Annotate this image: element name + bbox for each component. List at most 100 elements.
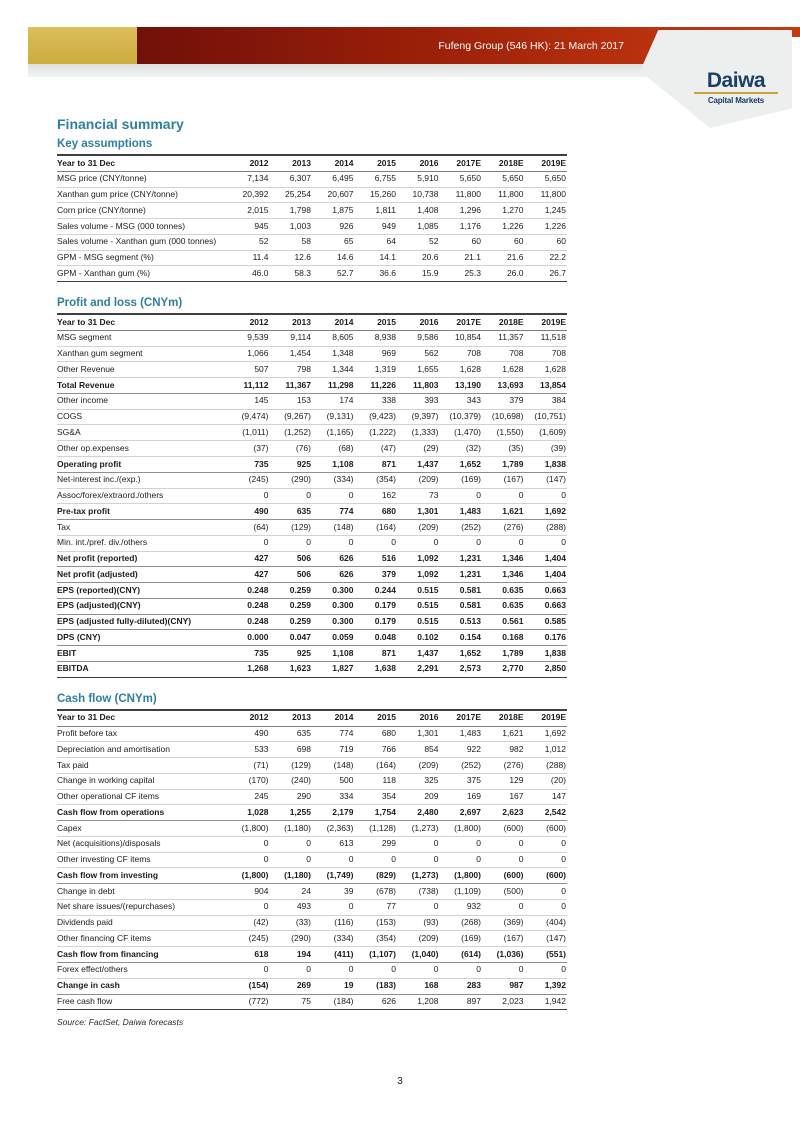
value-cell: 13,854 [524, 377, 567, 394]
value-cell: 635 [269, 503, 312, 521]
value-cell: (1,128) [354, 820, 397, 837]
value-cell: 1,692 [524, 726, 567, 743]
value-cell: 1,942 [524, 994, 567, 1011]
value-cell: 0.300 [312, 582, 355, 599]
value-cell: 932 [439, 899, 482, 916]
value-cell: 1,628 [524, 361, 567, 379]
value-cell: 0 [524, 852, 567, 869]
daiwa-logo-gold-rule [694, 92, 778, 94]
value-cell: 354 [354, 789, 397, 806]
value-cell: 897 [439, 994, 482, 1011]
value-cell: 10,854 [439, 330, 482, 347]
row-header-label-cell: Year to 31 Dec [57, 708, 227, 727]
value-cell: 52 [227, 234, 270, 251]
value-cell: 379 [354, 566, 397, 584]
value-cell: (116) [312, 915, 355, 932]
value-cell: 490 [227, 503, 270, 521]
value-cell: 0.635 [482, 582, 525, 599]
value-cell: 0 [269, 852, 312, 869]
value-cell: 1,255 [269, 804, 312, 822]
row-label-cell: EPS (reported)(CNY) [57, 582, 227, 599]
table-row: Dividends paid (42) (33) (116) (153) (93) (268… [57, 915, 567, 932]
value-cell: 0.244 [354, 582, 397, 599]
value-cell: (148) [312, 519, 355, 536]
value-cell: 379 [482, 393, 525, 410]
value-cell: 375 [439, 773, 482, 790]
value-cell: 25,254 [269, 187, 312, 204]
value-cell: 1,012 [524, 741, 567, 759]
value-cell: 26.0 [482, 265, 525, 283]
value-cell: 2,015 [227, 202, 270, 220]
financial-table: Year to 31 Dec 2012 2013 2014 2015 2016 2017E 2… [57, 153, 567, 283]
value-cell: 0 [482, 899, 525, 916]
financial-table: Year to 31 Dec 2012 2013 2014 2015 2016 2017E 2… [57, 708, 567, 1011]
value-cell: 0.663 [524, 597, 567, 615]
value-cell: (600) [482, 867, 525, 885]
value-cell: (167) [482, 930, 525, 948]
table-row: DPS (CNY) 0.000 0.047 0.059 0.048 0.102 0.154 0… [57, 629, 567, 647]
value-cell: 2,291 [397, 660, 440, 678]
value-cell: 5,650 [439, 171, 482, 188]
row-label-cell: Change in debt [57, 883, 227, 900]
value-cell: 945 [227, 218, 270, 235]
value-cell: 1,176 [439, 218, 482, 235]
table-header-row: Year to 31 Dec 2012 2013 2014 2015 2016 2017E 2… [57, 708, 567, 727]
value-cell: 506 [269, 566, 312, 584]
table-header-row: Year to 31 Dec 2012 2013 2014 2015 2016 2017E 2… [57, 153, 567, 172]
value-cell: 0.179 [354, 613, 397, 631]
table-row: Total Revenue 11,112 11,367 11,298 11,226 11,… [57, 377, 567, 394]
value-cell: 0.248 [227, 597, 270, 615]
value-cell: (600) [482, 820, 525, 837]
value-cell: 1,789 [482, 456, 525, 473]
value-cell: 52 [397, 234, 440, 251]
value-cell: 1,344 [312, 361, 355, 379]
year-header-cell: 2015 [354, 708, 397, 727]
table-row: Other Revenue 507 798 1,344 1,319 1,655 1,628 1… [57, 361, 567, 379]
value-cell: 1,483 [439, 726, 482, 743]
section-title: Profit and loss (CNYm) [57, 297, 183, 310]
year-header-cell: 2016 [397, 313, 440, 331]
value-cell: 774 [312, 726, 355, 743]
value-cell: 1,296 [439, 202, 482, 220]
value-cell: 39 [312, 883, 355, 900]
value-cell: 1,346 [482, 566, 525, 584]
value-cell: 13,190 [439, 377, 482, 394]
value-cell: (369) [482, 915, 525, 932]
table-row: Net (acquisitions)/disposals 0 0 613 299 0 0 0 0 [57, 836, 567, 853]
value-cell: (334) [312, 472, 355, 489]
value-cell: 1,652 [439, 645, 482, 662]
daiwa-logo-subtext: Capital Markets [707, 96, 765, 105]
value-cell: 20.6 [397, 250, 440, 267]
value-cell: 0.102 [397, 629, 440, 647]
value-cell: 0 [269, 962, 312, 979]
value-cell: (9,267) [269, 409, 312, 426]
value-cell: (209) [397, 472, 440, 489]
value-cell: (42) [227, 915, 270, 932]
value-cell: 1,628 [439, 361, 482, 379]
value-cell: 0 [482, 535, 525, 552]
value-cell: (10,751) [524, 409, 567, 426]
year-header-cell: 2014 [312, 708, 355, 727]
value-cell: (170) [227, 773, 270, 790]
value-cell: 13,693 [482, 377, 525, 394]
value-cell: (1,800) [439, 867, 482, 885]
value-cell: 58 [269, 234, 312, 251]
value-cell: 338 [354, 393, 397, 410]
value-cell: 334 [312, 789, 355, 806]
value-cell: 299 [354, 836, 397, 853]
value-cell: (32) [439, 440, 482, 458]
value-cell: 0 [397, 836, 440, 853]
value-cell: 11,226 [354, 377, 397, 394]
value-cell: 46.0 [227, 265, 270, 283]
value-cell: (1,036) [482, 946, 525, 963]
value-cell: 0 [269, 535, 312, 552]
value-cell: (404) [524, 915, 567, 932]
table-row: Tax (64) (129) (148) (164) (209) (252) (276) (28… [57, 519, 567, 536]
table-row: Cash flow from operations 1,028 1,255 2,179… [57, 804, 567, 822]
table-row: Sales volume - Xanthan gum (000 tonnes) 5… [57, 234, 567, 251]
value-cell: 774 [312, 503, 355, 521]
table-row: MSG price (CNY/tonne) 7,134 6,307 6,495 6,75… [57, 171, 567, 188]
value-cell: 0 [524, 488, 567, 505]
value-cell: 698 [269, 741, 312, 759]
value-cell: 11,367 [269, 377, 312, 394]
